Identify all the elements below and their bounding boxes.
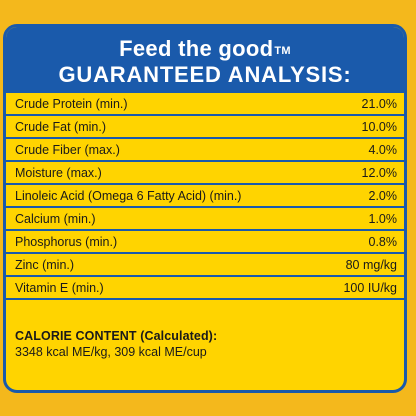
nutrient-value: 12.0% [361,165,397,180]
table-row: Crude Fat (min.) 10.0% [6,116,404,139]
nutrient-name: Crude Fiber (max.) [15,142,120,157]
nutrient-value: 100 IU/kg [343,280,397,295]
guaranteed-analysis-panel: Feed the goodTM GUARANTEED ANALYSIS: Cru… [3,24,407,393]
nutrient-name: Crude Fat (min.) [15,119,106,134]
table-row: Calcium (min.) 1.0% [6,208,404,231]
table-row: Phosphorus (min.) 0.8% [6,231,404,254]
nutrient-value: 1.0% [368,211,398,226]
nutrient-name: Linoleic Acid (Omega 6 Fatty Acid) (min.… [15,188,242,203]
nutrient-value: 2.0% [368,188,398,203]
nutrient-name: Calcium (min.) [15,211,96,226]
nutrient-value: 21.0% [361,96,397,111]
panel-header: Feed the goodTM GUARANTEED ANALYSIS: [6,27,404,93]
nutrient-value: 10.0% [361,119,397,134]
calorie-content: CALORIE CONTENT (Calculated): 3348 kcal … [15,328,217,360]
nutrient-value: 4.0% [368,142,398,157]
nutrient-name: Zinc (min.) [15,257,75,272]
nutrient-value: 80 mg/kg [345,257,397,272]
table-row: Zinc (min.) 80 mg/kg [6,254,404,277]
table-row: Crude Fiber (max.) 4.0% [6,139,404,162]
analysis-heading: GUARANTEED ANALYSIS: [58,62,352,87]
calorie-title: CALORIE CONTENT (Calculated): [15,329,218,343]
table-row: Moisture (max.) 12.0% [6,162,404,185]
nutrient-name: Vitamin E (min.) [15,280,104,295]
table-row: Vitamin E (min.) 100 IU/kg [6,277,404,300]
nutrient-value: 0.8% [368,234,398,249]
nutrient-name: Phosphorus (min.) [15,234,118,249]
analysis-table: Crude Protein (min.) 21.0% Crude Fat (mi… [6,93,404,300]
nutrient-name: Crude Protein (min.) [15,96,128,111]
nutrient-name: Moisture (max.) [15,165,102,180]
trademark-mark: TM [274,45,291,57]
calorie-value: 3348 kcal ME/kg, 309 kcal ME/cup [15,345,207,359]
tagline: Feed the goodTM [6,37,404,61]
table-row: Linoleic Acid (Omega 6 Fatty Acid) (min.… [6,185,404,208]
tagline-text: Feed the good [119,36,274,61]
table-row: Crude Protein (min.) 21.0% [6,93,404,116]
